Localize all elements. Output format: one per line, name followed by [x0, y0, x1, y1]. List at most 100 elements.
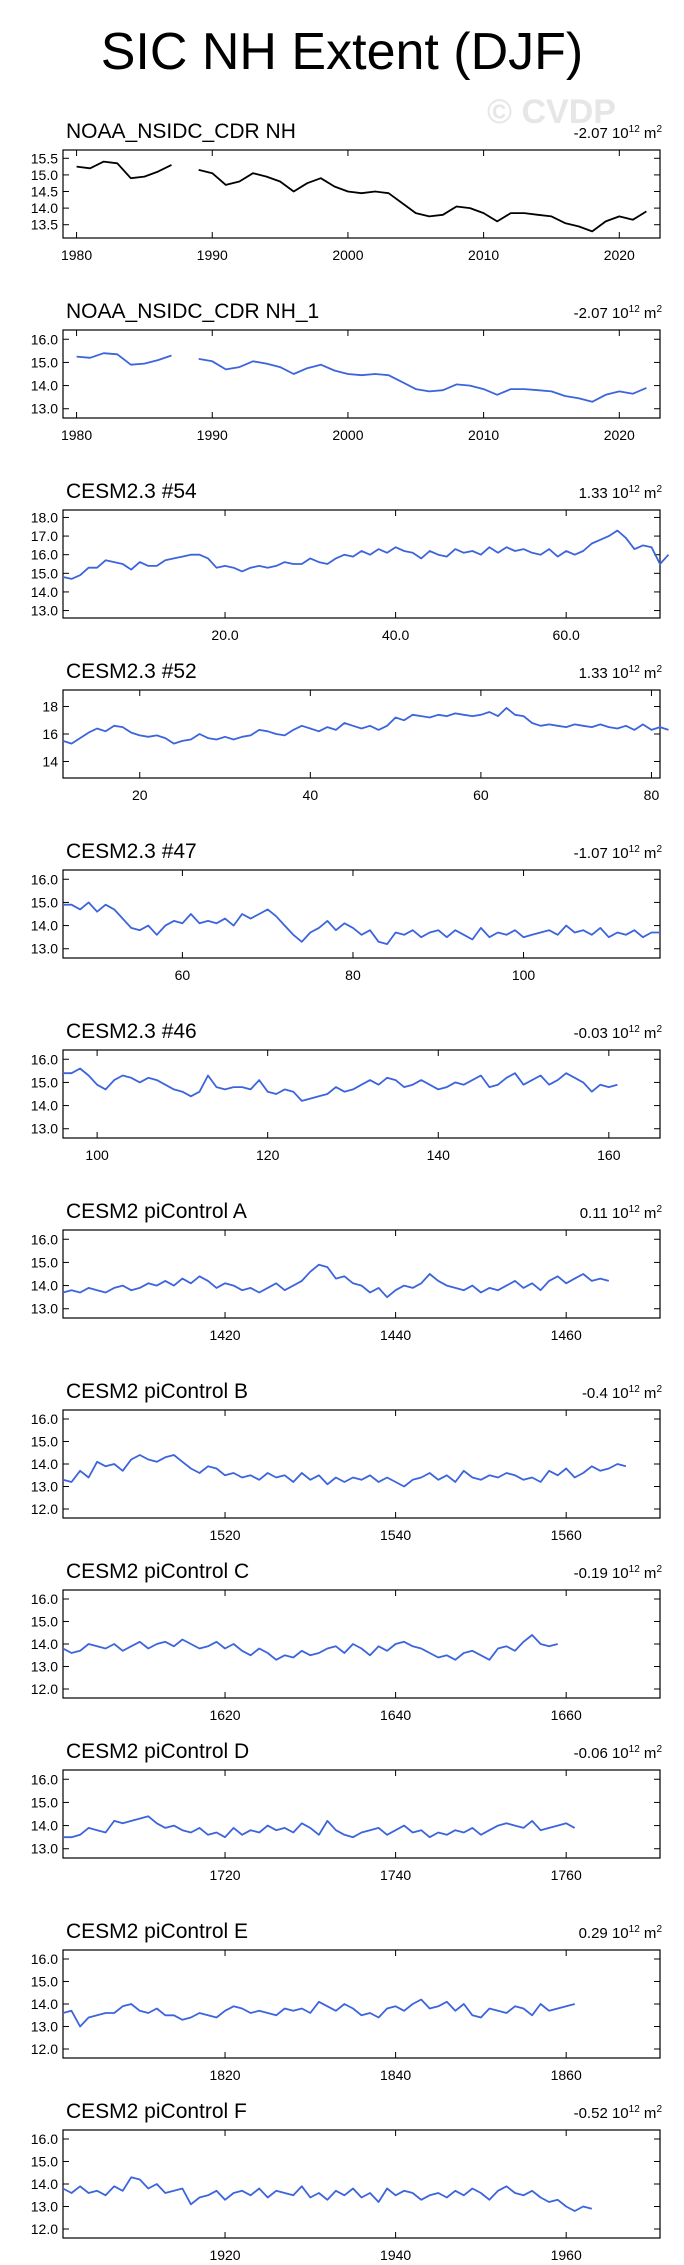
y-tick-label: 16.0 — [31, 547, 58, 563]
trend-units-exp: 12 — [629, 1024, 641, 1035]
x-tick-label: 140 — [427, 1147, 451, 1163]
trend-units: 10 — [612, 125, 629, 142]
x-tick-label: 1840 — [380, 2067, 411, 2083]
y-tick-label: 13.0 — [31, 941, 58, 957]
trend-label: -1.07 1012 m2 — [574, 844, 663, 862]
y-tick-label: 13.0 — [31, 1479, 58, 1495]
y-tick-label: 16.0 — [31, 2131, 58, 2147]
trend-units-tail: m — [640, 1205, 657, 1222]
trend-units-exp: 12 — [629, 124, 641, 135]
x-tick-label: 1420 — [209, 1327, 240, 1343]
x-tick-label: 1660 — [551, 1707, 582, 1723]
trend-units-tail: m — [640, 1385, 657, 1402]
chart-panel: CESM2 piControl E 0.29 1012 m2 12.0 13.0 14.… — [31, 1920, 663, 2083]
trend-value: -0.03 — [574, 1025, 612, 1042]
plot-frame — [62, 1949, 661, 2059]
y-tick-label: 16 — [42, 726, 58, 742]
series-line — [63, 1815, 576, 1839]
series-line — [62, 529, 670, 580]
x-tick-label: 1960 — [551, 2247, 582, 2263]
chart-panel: CESM2 piControl F -0.52 1012 m2 12.0 13.0 14… — [31, 2100, 663, 2263]
x-tick-label: 1560 — [551, 1527, 582, 1543]
x-tick-label: 2000 — [332, 247, 363, 263]
y-tick-label: 14.0 — [31, 1278, 58, 1294]
x-tick-label: 80 — [345, 967, 361, 983]
series-line — [62, 1454, 627, 1488]
chart-panel: CESM2.3 #54 1.33 1012 m2 13.0 14.0 15.0 16.0 1… — [31, 480, 670, 643]
trend-units: 10 — [612, 665, 629, 682]
x-tick-label: 1620 — [209, 1707, 240, 1723]
x-tick-label: 1640 — [380, 1707, 411, 1723]
x-tick-label: 2020 — [604, 247, 635, 263]
chart-panel: CESM2.3 #47 -1.07 1012 m2 13.0 14.0 15.0 16.0… — [31, 840, 663, 983]
chart-panel: CESM2.3 #52 1.33 1012 m2 14 16 18 20 40 60 80 — [42, 660, 669, 803]
trend-value: 0.29 — [579, 1925, 612, 1942]
y-tick-label: 12.0 — [31, 1681, 58, 1697]
series-line — [198, 169, 647, 233]
chart-panel: NOAA_NSIDC_CDR NH_1 -2.07 1012 m2 13.0 14.0… — [31, 300, 663, 443]
plot-frame — [62, 1049, 661, 1139]
trend-units-tail-exp: 2 — [656, 664, 662, 675]
trend-units-tail-exp: 2 — [656, 1564, 662, 1575]
y-tick-label: 13.0 — [31, 603, 58, 619]
x-tick-label: 40.0 — [382, 627, 409, 643]
trend-label: 0.29 1012 m2 — [579, 1924, 663, 1942]
trend-label: -2.07 1012 m2 — [574, 304, 663, 322]
y-tick-label: 14.0 — [31, 1636, 58, 1652]
series-line — [63, 1067, 618, 1102]
y-tick-label: 14.0 — [31, 200, 58, 216]
x-tick-label: 1990 — [197, 427, 228, 443]
y-tick-label: 16.0 — [31, 1411, 58, 1427]
y-tick-label: 12.0 — [31, 1501, 58, 1517]
x-tick-label: 60.0 — [553, 627, 580, 643]
trend-units-exp: 12 — [629, 484, 641, 495]
y-tick-label: 13.0 — [31, 1659, 58, 1675]
x-tick-label: 1720 — [209, 1867, 240, 1883]
trend-value: -0.06 — [574, 1745, 612, 1762]
trend-units: 10 — [612, 1205, 629, 1222]
y-tick-label: 16.0 — [31, 1231, 58, 1247]
x-tick-label: 40 — [303, 787, 319, 803]
plot-frame — [62, 2129, 661, 2239]
x-tick-label: 1540 — [380, 1527, 411, 1543]
chart-panel: NOAA_NSIDC_CDR NH -2.07 1012 m2 13.514.014… — [31, 120, 663, 263]
trend-units-tail-exp: 2 — [656, 1024, 662, 1035]
panel-title: NOAA_NSIDC_CDR NH — [66, 120, 296, 143]
panel-title: CESM2.3 #47 — [66, 840, 197, 863]
trend-value: -2.07 — [574, 305, 612, 322]
x-tick-label: 100 — [512, 967, 536, 983]
trend-units-tail-exp: 2 — [656, 304, 662, 315]
y-tick-label: 16.0 — [31, 1051, 58, 1067]
x-tick-label: 100 — [85, 1147, 109, 1163]
trend-units-exp: 12 — [629, 2104, 641, 2115]
x-tick-label: 1940 — [380, 2247, 411, 2263]
trend-label: -2.07 1012 m2 — [574, 124, 663, 142]
panel-title: CESM2 piControl D — [66, 1740, 249, 1763]
y-tick-label: 15.0 — [31, 167, 58, 183]
plot-frame — [62, 1769, 661, 1859]
chart-panel: CESM2 piControl B -0.4 1012 m2 12.0 13.0 14.… — [31, 1380, 663, 1543]
y-tick-label: 15.5 — [31, 150, 58, 166]
trend-units-tail-exp: 2 — [656, 1924, 662, 1935]
y-tick-label: 15.0 — [31, 1794, 58, 1810]
trend-value: -0.52 — [574, 2105, 612, 2122]
y-tick-label: 15.0 — [31, 894, 58, 910]
trend-units-exp: 12 — [629, 1384, 641, 1395]
y-tick-label: 13.0 — [31, 1121, 58, 1137]
trend-value: 1.33 — [579, 665, 612, 682]
trend-label: -0.06 1012 m2 — [574, 1744, 663, 1762]
trend-units-tail: m — [640, 1565, 657, 1582]
y-tick-label: 16.0 — [31, 1951, 58, 1967]
x-tick-label: 120 — [256, 1147, 280, 1163]
y-tick-label: 14.0 — [31, 1996, 58, 2012]
y-tick-label: 15.0 — [31, 1974, 58, 1990]
y-tick-label: 15.0 — [31, 354, 58, 370]
trend-label: 0.11 1012 m2 — [580, 1204, 663, 1222]
y-tick-label: 14.0 — [31, 918, 58, 934]
x-tick-label: 20.0 — [211, 627, 238, 643]
chart-panel: CESM2 piControl A 0.11 1012 m2 13.0 14.0 15.… — [31, 1200, 663, 1343]
y-tick-label: 16.0 — [31, 871, 58, 887]
trend-units-tail-exp: 2 — [656, 1744, 662, 1755]
y-tick-label: 15.0 — [31, 565, 58, 581]
y-tick-label: 14.0 — [31, 2176, 58, 2192]
